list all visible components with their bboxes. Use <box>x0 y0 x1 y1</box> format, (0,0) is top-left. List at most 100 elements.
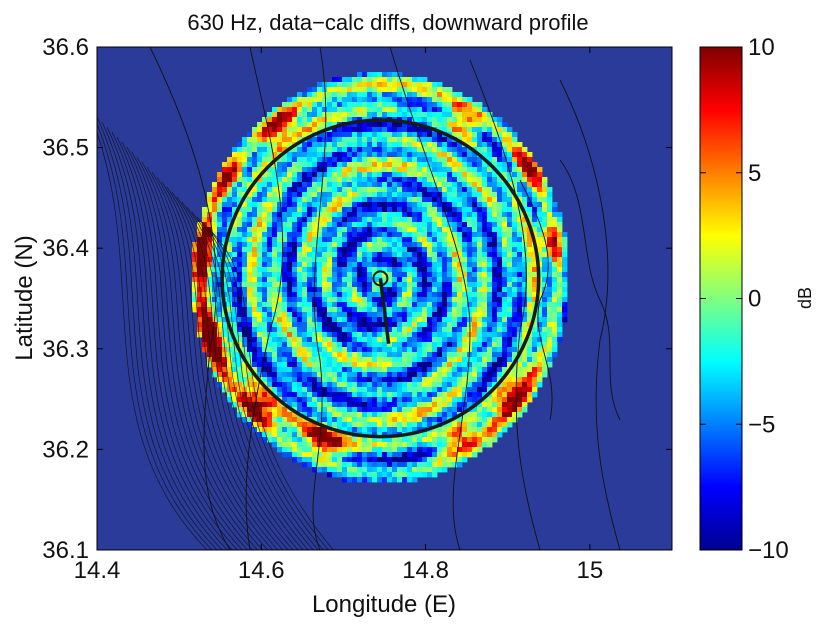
heat-cell <box>322 217 328 223</box>
heat-cell <box>462 97 468 103</box>
heat-cell <box>267 367 273 373</box>
heat-cell <box>387 407 393 413</box>
heat-cell <box>372 382 378 388</box>
heat-cell <box>277 427 283 433</box>
heat-cell <box>462 382 468 388</box>
heat-cell <box>477 207 483 213</box>
heat-cell <box>482 357 488 363</box>
heat-cell <box>427 227 433 233</box>
heat-cell <box>467 212 473 218</box>
heat-cell <box>447 432 453 438</box>
heat-cell <box>517 377 523 383</box>
heat-cell <box>522 237 528 243</box>
heat-cell <box>327 422 333 428</box>
heat-cell <box>492 177 498 183</box>
heat-cell <box>447 337 453 343</box>
heat-cell <box>502 307 508 313</box>
heat-cell <box>352 77 358 83</box>
heat-cell <box>527 357 533 363</box>
heat-cell <box>392 452 398 458</box>
heat-cell <box>442 187 448 193</box>
heat-cell <box>407 87 413 93</box>
heat-cell <box>552 312 558 318</box>
heat-cell <box>467 217 473 223</box>
heat-cell <box>342 267 348 273</box>
heat-cell <box>302 342 308 348</box>
heat-cell <box>562 262 568 268</box>
heat-cell <box>452 312 458 318</box>
heat-cell <box>327 452 333 458</box>
heat-cell <box>407 227 413 233</box>
heat-cell <box>447 447 453 453</box>
heat-cell <box>362 417 368 423</box>
heat-cell <box>562 307 568 313</box>
heat-cell <box>327 167 333 173</box>
heat-cell <box>332 387 338 393</box>
heat-cell <box>427 307 433 313</box>
heat-cell <box>352 247 358 253</box>
heat-cell <box>547 247 553 253</box>
heat-cell <box>312 137 318 143</box>
heat-cell <box>382 342 388 348</box>
heat-cell <box>422 107 428 113</box>
heat-cell <box>532 262 538 268</box>
heat-cell <box>277 212 283 218</box>
heat-cell <box>337 97 343 103</box>
heat-cell <box>237 277 243 283</box>
heat-cell <box>307 282 313 288</box>
heat-cell <box>382 172 388 178</box>
heat-cell <box>387 82 393 88</box>
heat-cell <box>307 152 313 158</box>
heat-cell <box>522 222 528 228</box>
heat-cell <box>417 392 423 398</box>
heat-cell <box>492 392 498 398</box>
heat-cell <box>432 362 438 368</box>
heat-cell <box>477 302 483 308</box>
heat-cell <box>412 357 418 363</box>
heat-cell <box>412 232 418 238</box>
heat-cell <box>432 237 438 243</box>
heat-cell <box>362 362 368 368</box>
heat-cell <box>472 437 478 443</box>
heat-cell <box>327 362 333 368</box>
heat-cell <box>282 392 288 398</box>
heat-cell <box>317 112 323 118</box>
heat-cell <box>282 397 288 403</box>
heat-cell <box>552 217 558 223</box>
heat-cell <box>392 257 398 263</box>
heat-cell <box>387 327 393 333</box>
heat-cell <box>442 137 448 143</box>
heat-cell <box>422 402 428 408</box>
heat-cell <box>292 182 298 188</box>
heat-cell <box>532 177 538 183</box>
heat-cell <box>372 367 378 373</box>
heat-cell <box>397 442 403 448</box>
heat-cell <box>277 322 283 328</box>
heat-cell <box>327 262 333 268</box>
heat-cell <box>372 102 378 108</box>
heat-cell <box>487 202 493 208</box>
heat-cell <box>547 237 553 243</box>
heat-cell <box>337 192 343 198</box>
heat-cell <box>382 392 388 398</box>
heat-cell <box>367 242 373 248</box>
heat-cell <box>337 202 343 208</box>
heat-cell <box>287 117 293 123</box>
heat-cell <box>487 247 493 253</box>
heat-cell <box>432 352 438 358</box>
heat-cell <box>347 237 353 243</box>
heat-cell <box>402 137 408 143</box>
heat-cell <box>327 317 333 323</box>
heat-cell <box>397 447 403 453</box>
heat-cell <box>287 327 293 333</box>
heat-cell <box>362 422 368 428</box>
heat-cell <box>327 372 333 378</box>
heat-cell <box>307 147 313 153</box>
heat-cell <box>452 262 458 268</box>
heat-cell <box>307 107 313 113</box>
heat-cell <box>287 257 293 263</box>
heat-cell <box>382 107 388 113</box>
heat-cell <box>242 337 248 343</box>
heat-cell <box>382 112 388 118</box>
heat-cell <box>437 237 443 243</box>
